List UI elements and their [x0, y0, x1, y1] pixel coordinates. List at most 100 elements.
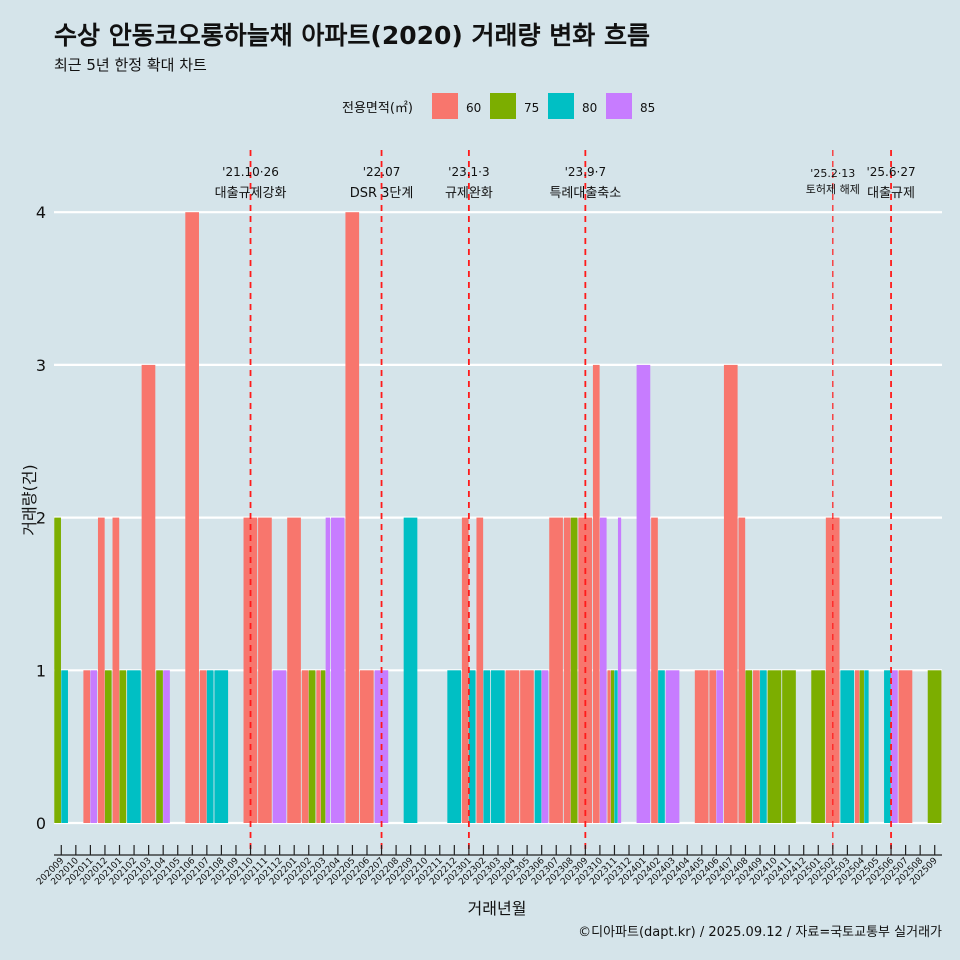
bar-202102-80 [127, 670, 141, 823]
event-date: '25.6·27 [866, 165, 915, 179]
bar-202206-60 [359, 670, 374, 823]
event-label: 토허제 해제 [806, 182, 860, 196]
bar-202308-75 [570, 517, 578, 823]
bar-202012-75 [104, 670, 112, 823]
y-axis-label: 거래량(건) [20, 464, 39, 535]
y-tick-label: 0 [36, 814, 46, 833]
event-annotations: '21.10·26 대출규제강화 '22.07 DSR 3단계 '23.1·3 규제완화 '… [215, 165, 916, 201]
legend-swatch-60 [432, 93, 458, 119]
bar-202106-60 [185, 212, 199, 823]
event-label: 규제완화 [445, 186, 493, 201]
bar-202012-60 [97, 517, 105, 823]
bar-202204-85 [330, 517, 345, 823]
bar-202301-80 [468, 670, 476, 823]
x-axis-label: 거래년월 [468, 899, 527, 918]
bar-202107-60 [199, 670, 207, 823]
event-date: '21.10·26 [222, 165, 279, 179]
bar-202401-85 [636, 364, 651, 823]
bar-202201-60 [287, 517, 301, 823]
bar-202501-75 [811, 670, 825, 823]
bar-202406-85 [716, 670, 724, 823]
event-label: DSR 3단계 [350, 186, 414, 201]
bar-202202-75 [308, 670, 316, 823]
event-label: 특례대출축소 [549, 186, 621, 201]
chart-subtitle: 최근 5년 한정 확대 차트 [54, 56, 207, 74]
bar-202108-80 [214, 670, 229, 823]
bar-202308-60 [563, 517, 571, 823]
bar-202504-80 [864, 670, 869, 823]
bar-202303-80 [491, 670, 505, 823]
bar-202203-60 [316, 670, 321, 823]
bar-202011-60 [83, 670, 91, 823]
bar-202507-60 [898, 670, 913, 823]
y-tick-label: 2 [36, 509, 46, 528]
bar-202407-60 [723, 364, 738, 823]
bar-202509-75 [927, 670, 942, 823]
bar-202409-80 [760, 670, 767, 823]
bar-202101-75 [119, 670, 127, 823]
bar-202107-80 [206, 670, 214, 823]
bar-202301-60 [461, 517, 469, 823]
bar-202403-85 [665, 670, 680, 823]
event-label: 대출규제 [867, 186, 915, 201]
bar-202212-80 [447, 670, 462, 823]
y-tick-label: 1 [36, 661, 46, 680]
bar-202103-60 [141, 364, 156, 823]
bar-202306-80 [534, 670, 542, 823]
bar-202402-80 [658, 670, 665, 823]
bar-202011-85 [90, 670, 98, 823]
bar-202503-80 [840, 670, 855, 823]
event-date: '23.1·3 [448, 165, 489, 179]
bar-202411-75 [782, 670, 796, 823]
bar-202504-60 [854, 670, 860, 823]
legend-label-80: 80 [582, 101, 597, 115]
y-tick-label: 4 [36, 203, 46, 222]
legend-label-75: 75 [524, 101, 539, 115]
bar-202101-60 [112, 517, 120, 823]
event-date: '22.07 [363, 165, 401, 179]
bar-202203-85 [325, 517, 330, 823]
bar-202009-75 [54, 517, 61, 823]
chart-title: 수상 안동코오롱하늘채 아파트(2020) 거래량 변화 흐름 [54, 21, 650, 50]
legend-swatch-85 [606, 93, 632, 119]
bar-202410-75 [767, 670, 782, 823]
bar-202205-60 [345, 212, 360, 823]
bar-202202-60 [301, 670, 309, 823]
bar-202311-60 [607, 670, 611, 823]
bar-202311-75 [610, 670, 615, 823]
bar-202506-85 [891, 670, 898, 823]
bar-202305-60 [520, 670, 534, 823]
bar-202310-60 [592, 364, 600, 823]
bar-202203-75 [320, 670, 326, 823]
bar-202408-75 [745, 670, 753, 823]
legend-label-60: 60 [466, 101, 481, 115]
bar-202408-60 [738, 517, 746, 823]
bar-202306-85 [541, 670, 549, 823]
event-date: '23.9·7 [565, 165, 606, 179]
bar-202104-75 [156, 670, 163, 823]
legend-title: 전용면적(㎡) [342, 101, 413, 116]
caption: ©디아파트(dapt.kr) / 2025.09.12 / 자료=국토교통부 실… [578, 925, 942, 940]
bar-202311-80 [614, 670, 618, 823]
bars [54, 212, 942, 823]
bar-202112-85 [272, 670, 287, 823]
bar-202302-80 [483, 670, 491, 823]
bar-202506-80 [884, 670, 891, 823]
event-date: '25.2·13 [810, 167, 855, 180]
event-label: 대출규제강화 [215, 186, 287, 201]
legend-swatch-75 [490, 93, 516, 119]
y-tick-label: 3 [36, 356, 46, 375]
bar-202304-60 [505, 670, 520, 823]
bar-202504-75 [859, 670, 864, 823]
bar-202310-85 [599, 517, 607, 823]
bar-202302-60 [476, 517, 484, 823]
bar-202111-60 [258, 517, 272, 823]
y-axis: 0 1 2 3 4 [36, 203, 46, 833]
bar-202209-80 [403, 517, 418, 823]
bar-202405-60 [694, 670, 709, 823]
bar-202307-60 [549, 517, 563, 823]
bar-202009-80 [61, 670, 68, 823]
legend: 전용면적(㎡) 60 75 80 85 [342, 93, 655, 119]
bar-202409-60 [753, 670, 760, 823]
